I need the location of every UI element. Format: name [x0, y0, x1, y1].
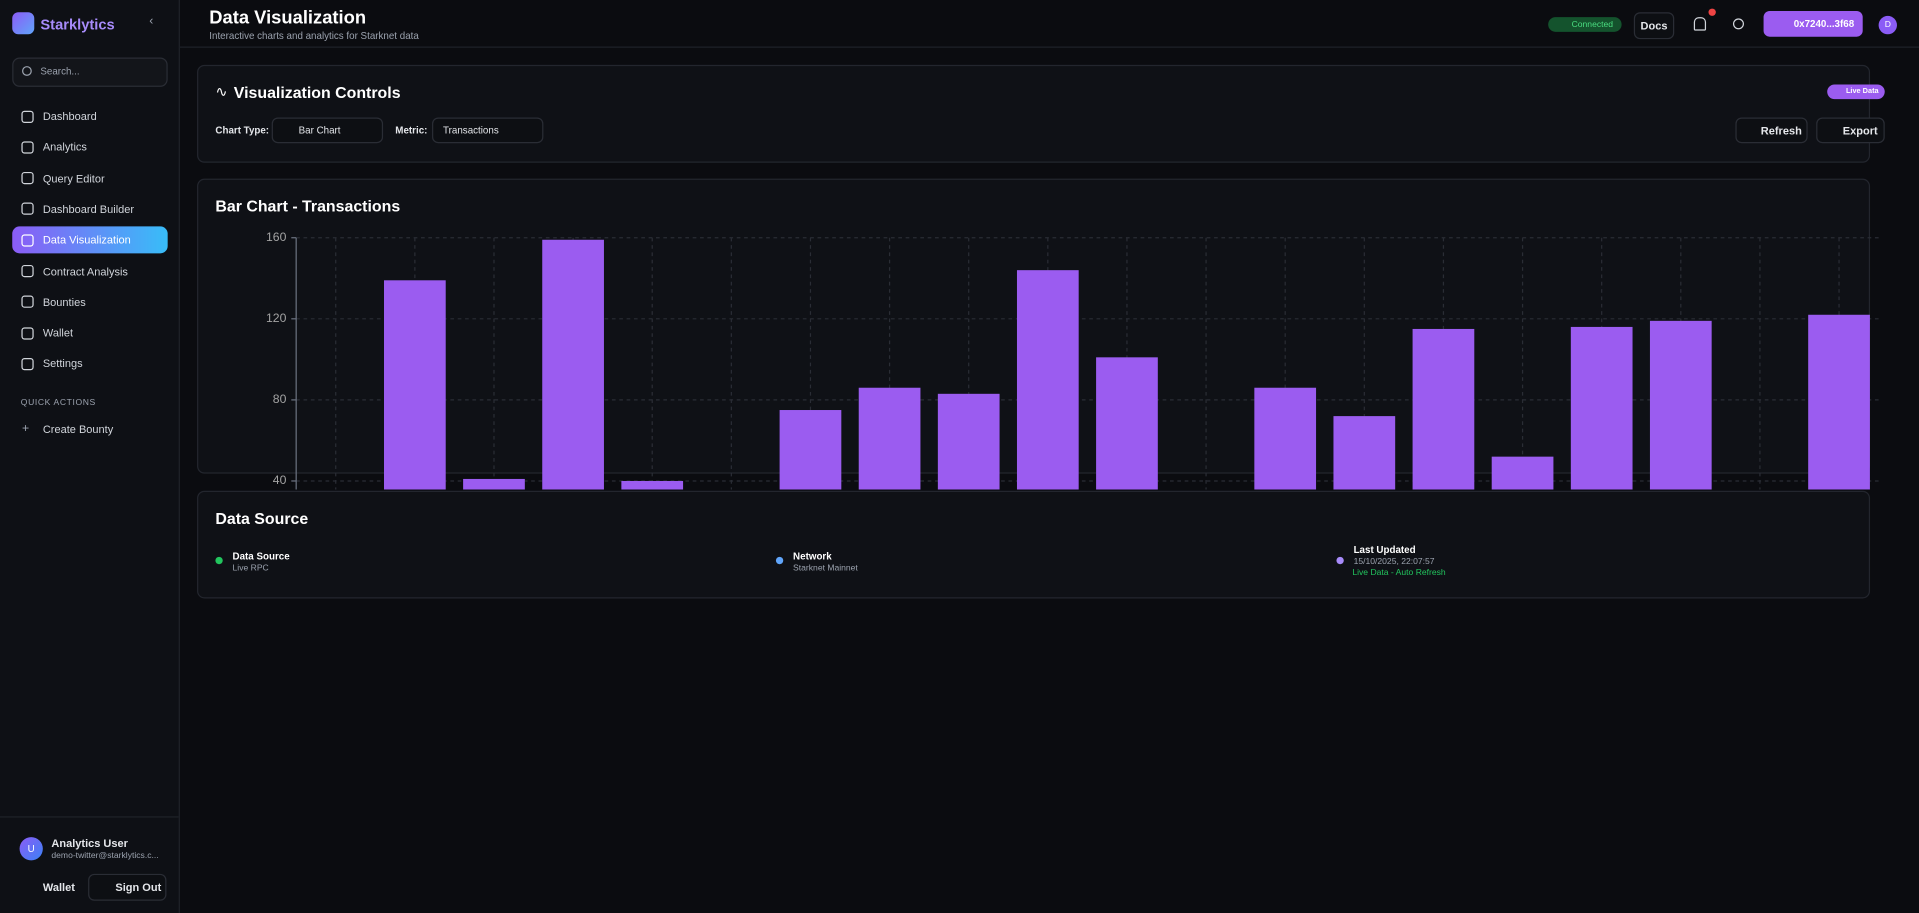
nav-label: Query Editor — [42, 172, 105, 185]
user-name: Analytics User — [51, 837, 128, 850]
y-tick-label: 40 — [273, 473, 287, 487]
item-value: 15/10/2025, 22:07:57 — [1353, 558, 1435, 567]
status-dot — [215, 556, 223, 565]
bar — [779, 410, 842, 490]
wallet-link[interactable]: Wallet — [42, 881, 75, 894]
header-divider — [179, 46, 1919, 48]
page-title: Data Visualization — [209, 7, 367, 29]
search-box[interactable]: Search... — [12, 57, 168, 87]
live-status: Live Data - Auto Refresh — [1352, 569, 1446, 578]
plus-icon: + — [22, 422, 30, 436]
metric-select[interactable]: Transactions — [432, 117, 544, 144]
refresh-button[interactable]: Refresh — [1735, 117, 1808, 144]
nav-icon — [21, 172, 34, 185]
nav-icon — [21, 326, 34, 340]
bar — [463, 478, 525, 490]
nav-item[interactable]: Data Visualization — [12, 226, 168, 254]
controls-card: ∿ Visualization Controls Live Data Chart… — [197, 64, 1885, 163]
item-label: Network — [793, 550, 832, 562]
bar — [1570, 326, 1633, 490]
sign-out[interactable]: Sign Out — [88, 873, 167, 901]
search-icon — [22, 66, 32, 76]
brand: Starklytics — [40, 15, 115, 34]
nav-label: Settings — [42, 357, 83, 371]
nav-label: Analytics — [42, 141, 87, 154]
sign-out-label: Sign Out — [115, 881, 162, 894]
export-button[interactable]: Export — [1816, 117, 1885, 144]
nav-item[interactable]: Dashboard Builder — [12, 196, 167, 223]
sidebar: Starklytics ‹ Search... Dashboard Analyti… — [0, 0, 180, 913]
item-value: Starknet Mainnet — [793, 564, 858, 573]
nav-item[interactable]: Query Editor — [12, 165, 167, 192]
bar — [1096, 357, 1158, 490]
user-email: demo-twitter@starklytics.c... — [51, 851, 159, 861]
bar — [1412, 328, 1475, 490]
nav-icon — [21, 141, 34, 154]
divider — [0, 816, 179, 818]
status-dot — [775, 556, 784, 565]
bar — [858, 387, 921, 490]
collapse[interactable]: ‹ — [149, 14, 154, 29]
bar — [1649, 320, 1712, 490]
logo — [12, 12, 35, 35]
nav-label: Contract Analysis — [42, 264, 128, 278]
bar — [383, 280, 446, 490]
metric-label: Metric: — [395, 124, 428, 136]
chart-type-label: Chart Type: — [215, 124, 270, 136]
theme-toggle[interactable] — [1732, 18, 1744, 30]
nav-item[interactable]: Analytics — [12, 134, 167, 161]
live-badge: Live Data — [1827, 84, 1885, 100]
nav-icon — [21, 233, 34, 247]
search-placeholder: Search... — [40, 66, 80, 78]
bar — [1491, 456, 1554, 490]
notification-dot — [1708, 8, 1716, 16]
data-source-card: Data Source Data Source Live RPC Network St… — [197, 490, 1871, 599]
bar — [937, 393, 1000, 490]
nav-icon — [21, 203, 34, 216]
bar — [542, 239, 604, 490]
nav-label: Dashboard — [42, 110, 97, 123]
bar — [621, 480, 684, 490]
nav-label: Bounties — [42, 295, 86, 309]
nav-icon — [21, 357, 34, 371]
bar — [1254, 387, 1317, 490]
nav-item[interactable]: Bounties — [12, 289, 167, 316]
nav-icon — [21, 110, 34, 123]
section-label: QUICK ACTIONS — [20, 398, 96, 408]
y-tick-label: 120 — [266, 311, 287, 325]
nav-item[interactable]: Settings — [12, 350, 167, 377]
bar — [1016, 270, 1079, 490]
chart: 40 80 120 160 — [266, 230, 1879, 490]
chart-type-select[interactable]: Bar Chart — [271, 117, 384, 144]
page-subtitle: Interactive charts and analytics for Sta… — [209, 30, 419, 42]
controls-title: Visualization Controls — [233, 83, 401, 102]
chart-title: Bar Chart - Transactions — [215, 197, 401, 216]
data-source-title: Data Source — [215, 509, 309, 528]
item-value: Live RPC — [232, 564, 269, 573]
nav-item[interactable]: Contract Analysis — [12, 258, 167, 285]
status-dot — [1336, 556, 1344, 565]
nav-label: Data Visualization — [42, 233, 131, 247]
nav-item[interactable]: Dashboard — [12, 103, 167, 130]
avatar[interactable]: D — [1878, 15, 1897, 35]
user-avatar: U — [19, 837, 43, 861]
nav-item[interactable]: Wallet — [12, 320, 167, 347]
item-label: Last Updated — [1353, 544, 1416, 556]
nav-label: Wallet — [42, 326, 74, 340]
nav-icon — [21, 295, 34, 309]
y-tick-label: 80 — [273, 392, 287, 406]
y-tick-label: 160 — [266, 230, 287, 244]
bar — [1333, 416, 1396, 490]
item-label: Data Source — [232, 550, 290, 562]
create-bounty[interactable]: Create Bounty — [42, 423, 114, 436]
bell-icon[interactable] — [1693, 17, 1707, 31]
nav-icon — [21, 264, 34, 278]
nav-label: Dashboard Builder — [42, 203, 135, 216]
docs-button[interactable]: Docs — [1633, 12, 1675, 40]
bar — [1808, 314, 1870, 490]
status-badge: Connected — [1548, 17, 1622, 32]
wallet-button[interactable]: 0x7240...3f68 — [1763, 11, 1863, 37]
